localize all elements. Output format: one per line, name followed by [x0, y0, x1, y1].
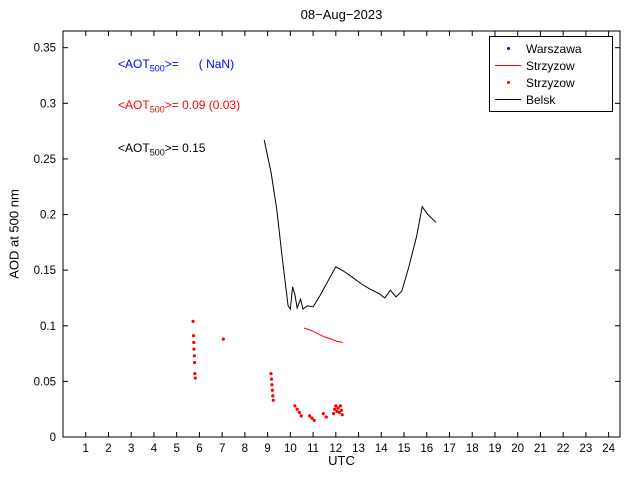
point-strzyzow-dots — [193, 360, 197, 365]
x-tick-label: 24 — [602, 443, 615, 455]
legend-label: Strzyzow — [526, 75, 575, 90]
annotation-warszawa-mean: <AOT500>= ( NaN) — [118, 57, 234, 73]
legend-line-sample-icon — [490, 99, 526, 100]
y-tick-label: 0.15 — [34, 265, 56, 277]
legend-dot-sample-icon — [490, 81, 526, 84]
point-strzyzow-dots — [270, 383, 274, 387]
x-tick-label: 19 — [489, 443, 502, 455]
annotation-text: >= ( NaN) — [164, 57, 235, 71]
x-tick-label: 17 — [443, 443, 456, 455]
point-strzyzow-dots — [295, 407, 299, 411]
x-tick-label: 5 — [173, 443, 179, 455]
y-tick-label: 0.2 — [40, 210, 56, 222]
legend-label: Belsk — [526, 92, 556, 107]
legend-dot-sample-icon — [490, 47, 526, 50]
point-strzyzow-dots — [310, 416, 314, 420]
point-strzyzow-dots — [331, 412, 336, 416]
annotation-text: <AOT — [118, 141, 150, 155]
x-axis-label: UTC — [328, 453, 355, 468]
x-tick-label: 21 — [534, 443, 547, 455]
annotation-subscript: 500 — [149, 63, 165, 74]
legend-line-sample-icon — [490, 65, 526, 66]
y-axis-label: AOD at 500 nm — [6, 189, 22, 279]
point-strzyzow-dots — [192, 354, 197, 358]
x-tick-label: 4 — [151, 443, 158, 455]
x-tick-label: 18 — [466, 443, 479, 455]
axes-box — [62, 30, 621, 438]
x-tick-label: 7 — [219, 443, 225, 455]
legend-entry-3-belsk: Belsk — [490, 91, 612, 108]
point-strzyzow-dots — [339, 408, 344, 412]
point-strzyzow-dots — [192, 340, 196, 345]
x-tick-label: 6 — [196, 443, 202, 455]
annotation-text: >= 0.15 — [164, 141, 206, 155]
point-strzyzow-dots — [293, 404, 297, 408]
y-tick-label: 0 — [50, 432, 56, 444]
x-tick-label: 2 — [105, 443, 111, 455]
point-strzyzow-dots — [271, 398, 275, 402]
annotation-text: <AOT — [118, 57, 150, 71]
x-tick-label: 12 — [329, 443, 342, 455]
point-strzyzow-dots — [340, 413, 344, 417]
x-tick-label: 8 — [242, 443, 248, 455]
x-tick-label: 15 — [398, 443, 411, 455]
annotation-strzyzow-mean: <AOT500>= 0.09 (0.03) — [118, 98, 240, 114]
point-strzyzow-dots — [321, 412, 325, 416]
point-strzyzow-dots — [333, 407, 337, 411]
point-strzyzow-dots — [191, 319, 195, 323]
legend-label: Strzyzow — [526, 58, 575, 73]
y-tick-label: 0.05 — [34, 376, 56, 388]
point-strzyzow-dots — [308, 414, 312, 418]
point-strzyzow-dots — [193, 371, 197, 376]
point-strzyzow-dots — [269, 371, 273, 376]
x-tick-label: 1 — [83, 443, 89, 455]
x-tick-label: 10 — [284, 443, 297, 455]
legend-label: Warszawa — [526, 41, 582, 56]
y-tick-label: 0.35 — [34, 43, 56, 55]
point-strzyzow-dots — [312, 418, 316, 422]
point-strzyzow-dots — [336, 406, 340, 410]
point-strzyzow-dots — [334, 404, 338, 408]
annotation-subscript: 500 — [149, 104, 165, 115]
annotation-subscript: 500 — [149, 147, 165, 158]
x-tick-label: 9 — [264, 443, 270, 455]
series-strzyzow-line — [303, 327, 343, 343]
legend: Warszawa Strzyzow Strzyzow Belsk — [489, 36, 613, 112]
x-tick-label: 13 — [352, 443, 365, 455]
legend-entry-2-strzyzow: Strzyzow — [490, 74, 612, 91]
y-tick-label: 0.3 — [40, 98, 56, 110]
point-strzyzow-dots — [269, 377, 274, 381]
annotation-text: >= 0.09 (0.03) — [164, 98, 241, 112]
point-strzyzow-dots — [337, 410, 341, 415]
legend-entry-1-strzyzow: Strzyzow — [490, 57, 612, 74]
point-strzyzow-dots — [192, 347, 196, 351]
point-strzyzow-dots — [299, 414, 303, 418]
annotation-text: <AOT — [118, 98, 150, 112]
point-strzyzow-dots — [271, 394, 275, 398]
chart-title: 08−Aug−2023 — [300, 7, 383, 22]
point-strzyzow-dots — [324, 415, 328, 419]
point-strzyzow-dots — [297, 410, 302, 415]
y-tick-label: 0.1 — [40, 321, 56, 333]
point-strzyzow-dots — [191, 334, 196, 338]
annotation-belsk-mean: <AOT500>= 0.15 — [118, 141, 205, 157]
point-strzyzow-dots — [221, 337, 225, 341]
point-strzyzow-dots — [270, 388, 274, 392]
x-tick-label: 3 — [128, 443, 134, 455]
x-tick-label: 22 — [557, 443, 570, 455]
series-belsk — [263, 139, 437, 311]
x-tick-label: 16 — [420, 443, 433, 455]
x-tick-label: 20 — [511, 443, 524, 455]
x-tick-label: 14 — [375, 443, 388, 455]
y-tick-label: 0.25 — [34, 154, 56, 166]
point-strzyzow-dots — [338, 404, 342, 408]
x-tick-label: 11 — [307, 443, 319, 455]
x-tick-label: 23 — [579, 443, 592, 455]
legend-entry-0-warszawa: Warszawa — [490, 40, 612, 57]
point-strzyzow-dots — [193, 376, 197, 380]
